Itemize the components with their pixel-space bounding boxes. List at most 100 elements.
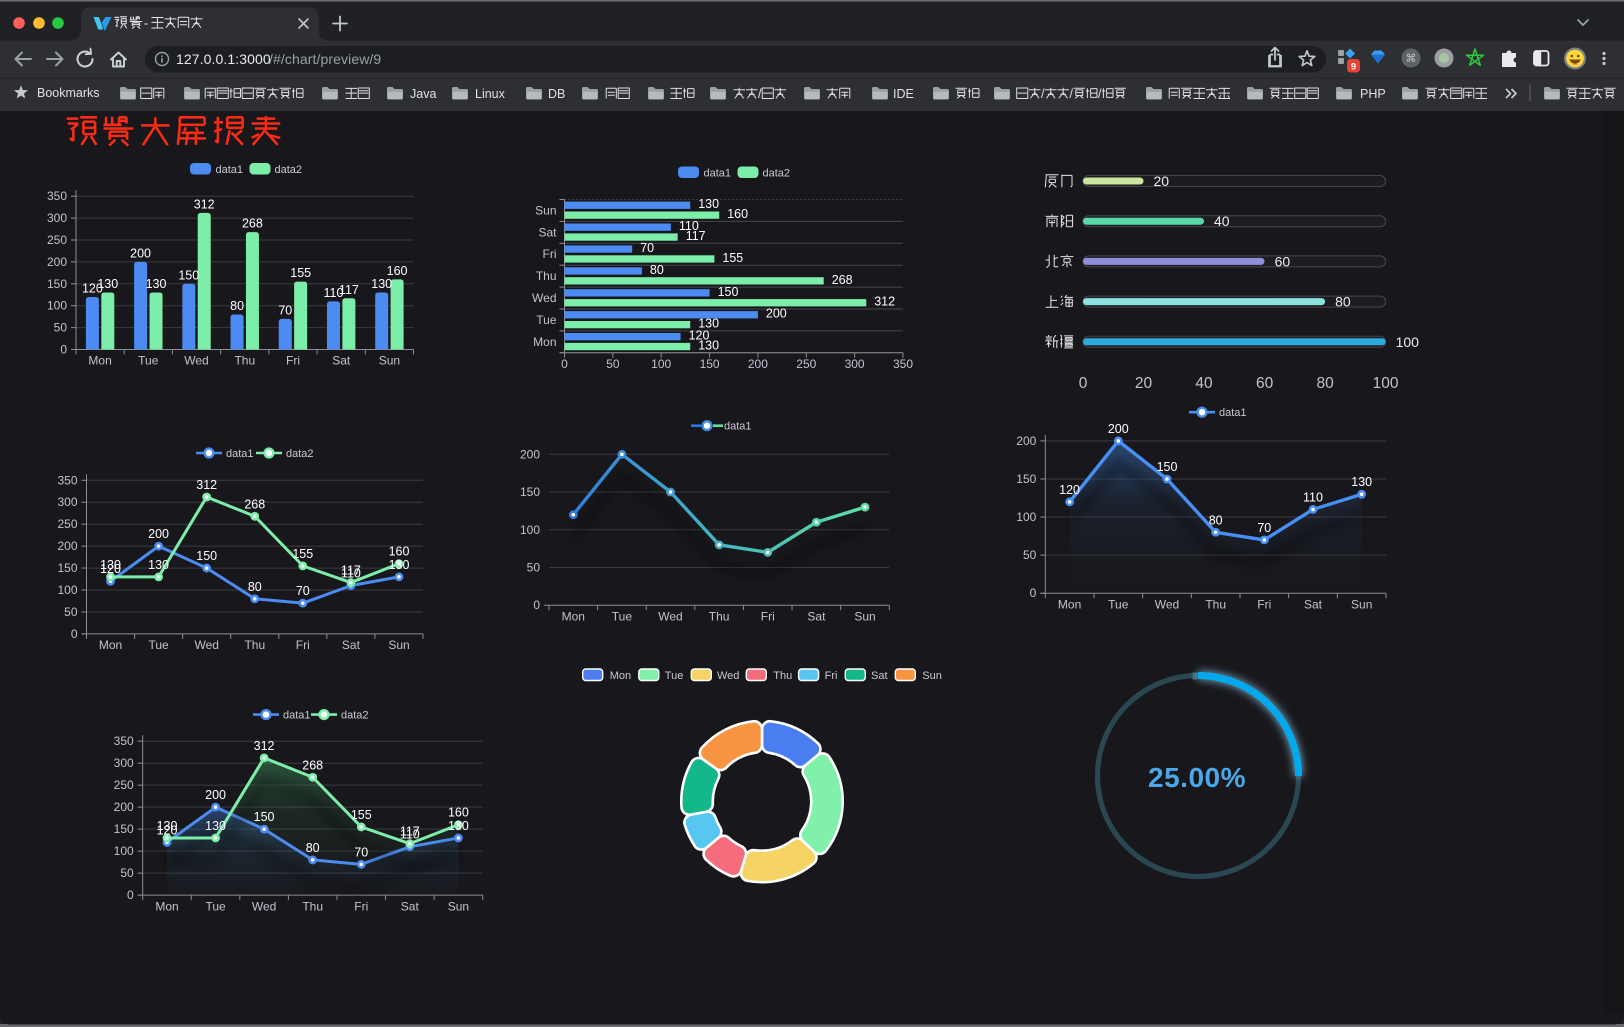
- svg-text:130: 130: [146, 277, 167, 291]
- svg-text:155: 155: [290, 266, 311, 280]
- svg-text:0: 0: [561, 357, 568, 371]
- svg-text:Wed: Wed: [658, 609, 682, 623]
- svg-text:⌘: ⌘: [1406, 53, 1417, 65]
- svg-text:200: 200: [520, 447, 540, 461]
- svg-text:130: 130: [389, 558, 410, 572]
- svg-text:110: 110: [679, 219, 699, 233]
- svg-text:130: 130: [148, 558, 169, 572]
- svg-text:Mon: Mon: [88, 354, 111, 368]
- svg-text:50: 50: [120, 866, 134, 880]
- svg-text:0: 0: [1030, 586, 1037, 600]
- svg-text:50: 50: [1023, 548, 1037, 562]
- svg-text:70: 70: [278, 303, 292, 317]
- svg-text:Sun: Sun: [535, 203, 556, 217]
- svg-text:Thu: Thu: [773, 670, 792, 682]
- svg-text:130: 130: [97, 277, 118, 291]
- svg-text:160: 160: [387, 264, 408, 278]
- svg-text:Mon: Mon: [1058, 597, 1081, 611]
- svg-text:117: 117: [400, 825, 420, 839]
- svg-text:150: 150: [114, 822, 134, 836]
- svg-text:data1: data1: [704, 167, 732, 179]
- svg-text:117: 117: [341, 564, 361, 578]
- svg-text:Sun: Sun: [854, 609, 875, 623]
- svg-text:/: /: [1098, 87, 1102, 101]
- svg-text:200: 200: [205, 788, 226, 802]
- svg-text:150: 150: [1157, 460, 1178, 474]
- svg-text:Fri: Fri: [296, 638, 310, 652]
- svg-text:60: 60: [1256, 375, 1274, 392]
- svg-text:200: 200: [148, 527, 169, 541]
- svg-text:150: 150: [47, 277, 67, 291]
- svg-text:Sat: Sat: [401, 899, 420, 913]
- svg-text:80: 80: [650, 263, 664, 277]
- svg-text:40: 40: [1214, 213, 1230, 229]
- svg-text:Thu: Thu: [536, 269, 557, 283]
- svg-text:120: 120: [82, 281, 103, 295]
- svg-text:100: 100: [651, 357, 671, 371]
- svg-text:0: 0: [127, 888, 134, 902]
- svg-text:data1: data1: [216, 164, 244, 176]
- svg-text:160: 160: [448, 806, 469, 820]
- svg-text:150: 150: [178, 268, 199, 282]
- svg-text:120: 120: [1059, 483, 1080, 497]
- svg-text:100: 100: [1016, 510, 1036, 524]
- svg-text:Mon: Mon: [99, 638, 122, 652]
- svg-text:Tue: Tue: [148, 638, 169, 652]
- svg-text:Fri: Fri: [761, 609, 775, 623]
- svg-text:200: 200: [47, 255, 67, 269]
- svg-text:110: 110: [341, 567, 361, 581]
- svg-text:150: 150: [57, 561, 77, 575]
- svg-text:130: 130: [448, 819, 469, 833]
- svg-text:150: 150: [718, 285, 739, 299]
- svg-text:PHP: PHP: [1360, 87, 1386, 101]
- svg-text:350: 350: [893, 357, 913, 371]
- svg-text:350: 350: [114, 734, 134, 748]
- svg-text:/: /: [1041, 87, 1045, 101]
- svg-text:160: 160: [389, 545, 410, 559]
- svg-text:268: 268: [832, 273, 853, 287]
- svg-text:20: 20: [1154, 173, 1170, 189]
- svg-text:Fri: Fri: [543, 247, 557, 261]
- svg-text:Fri: Fri: [825, 670, 838, 682]
- svg-text:130: 130: [698, 317, 719, 331]
- svg-text:117: 117: [339, 283, 359, 297]
- svg-text:Wed: Wed: [194, 638, 218, 652]
- svg-text:80: 80: [306, 841, 320, 855]
- svg-text:Mon: Mon: [533, 335, 556, 349]
- svg-text:Thu: Thu: [1205, 597, 1226, 611]
- svg-text:80: 80: [1316, 375, 1334, 392]
- svg-text:250: 250: [796, 357, 816, 371]
- svg-text:130: 130: [1351, 475, 1372, 489]
- svg-text:268: 268: [302, 758, 323, 772]
- svg-text:120: 120: [689, 329, 710, 343]
- svg-text:100: 100: [520, 523, 540, 537]
- svg-text:0: 0: [533, 598, 540, 612]
- svg-text:100: 100: [1373, 375, 1399, 392]
- svg-text:312: 312: [194, 197, 215, 211]
- svg-text:127.0.0.1:3000: 127.0.0.1:3000: [176, 51, 271, 67]
- svg-text:300: 300: [845, 357, 865, 371]
- svg-text:Thu: Thu: [234, 354, 255, 368]
- svg-text:Wed: Wed: [532, 291, 556, 305]
- svg-text:Thu: Thu: [302, 899, 323, 913]
- svg-text:Tue: Tue: [536, 313, 557, 327]
- svg-text:9: 9: [1351, 62, 1356, 73]
- svg-text:data1: data1: [724, 421, 752, 433]
- svg-text:50: 50: [64, 605, 78, 619]
- svg-text:DB: DB: [548, 87, 565, 101]
- svg-text:/#/chart/preview/9: /#/chart/preview/9: [269, 51, 381, 67]
- svg-text:130: 130: [100, 558, 121, 572]
- svg-text:155: 155: [292, 547, 313, 561]
- svg-text:0: 0: [60, 343, 67, 357]
- svg-text:80: 80: [248, 580, 262, 594]
- svg-text:150: 150: [254, 810, 275, 824]
- svg-text:120: 120: [100, 562, 121, 576]
- svg-text:120: 120: [157, 823, 178, 837]
- svg-text:data2: data2: [286, 448, 314, 460]
- svg-text:312: 312: [874, 295, 895, 309]
- svg-text:Sun: Sun: [379, 354, 400, 368]
- svg-text:data2: data2: [341, 710, 369, 722]
- svg-text:130: 130: [698, 197, 719, 211]
- svg-text:data2: data2: [275, 164, 303, 176]
- svg-text:data2: data2: [763, 167, 791, 179]
